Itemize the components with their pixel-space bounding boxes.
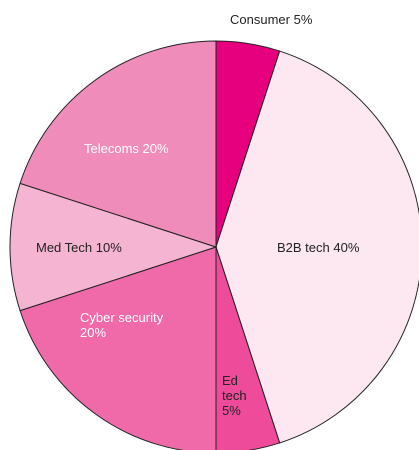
pie-slice — [19, 40, 217, 248]
value-label: 40% — [333, 240, 360, 255]
category-label: B2B tech — [277, 240, 330, 255]
slice-label: Consumer 5% — [230, 12, 350, 27]
slice-label: B2B tech 40% — [277, 240, 397, 255]
slice-label: Ed tech 5% — [222, 373, 252, 418]
value-label: 10% — [95, 240, 122, 255]
slice-label: Cyber security 20% — [80, 310, 175, 340]
pie-slice — [215, 246, 281, 450]
value-label: 20% — [80, 325, 107, 340]
value-label: 20% — [142, 141, 169, 156]
pie-slice — [9, 182, 218, 312]
category-label: Med Tech — [36, 240, 93, 255]
value-label: 5% — [293, 12, 313, 27]
pie-slice — [19, 246, 217, 450]
category-label: Telecoms — [84, 141, 139, 156]
pie-slice — [215, 50, 419, 444]
value-label: 5% — [222, 403, 241, 418]
category-label: Cyber security — [80, 310, 164, 325]
slice-label: Med Tech 10% — [36, 240, 156, 255]
category-label: Consumer — [230, 12, 290, 27]
category-label: Ed tech — [222, 373, 247, 403]
slice-label: Telecoms 20% — [84, 141, 204, 156]
